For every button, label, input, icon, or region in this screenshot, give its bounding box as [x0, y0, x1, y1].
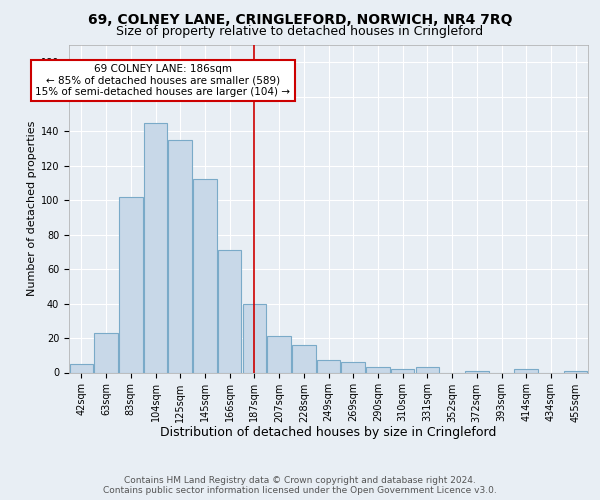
Bar — [391, 369, 415, 372]
Bar — [416, 368, 439, 372]
Bar — [465, 371, 488, 372]
Text: 69, COLNEY LANE, CRINGLEFORD, NORWICH, NR4 7RQ: 69, COLNEY LANE, CRINGLEFORD, NORWICH, N… — [88, 12, 512, 26]
Bar — [317, 360, 340, 372]
Text: 69 COLNEY LANE: 186sqm
← 85% of detached houses are smaller (589)
15% of semi-de: 69 COLNEY LANE: 186sqm ← 85% of detached… — [35, 64, 290, 97]
X-axis label: Distribution of detached houses by size in Cringleford: Distribution of detached houses by size … — [160, 426, 497, 439]
Bar — [218, 250, 241, 372]
Bar — [366, 368, 389, 372]
Bar — [292, 345, 316, 372]
Text: Contains HM Land Registry data © Crown copyright and database right 2024.
Contai: Contains HM Land Registry data © Crown c… — [103, 476, 497, 495]
Bar — [268, 336, 291, 372]
Bar — [564, 371, 587, 372]
Bar — [169, 140, 192, 372]
Text: Size of property relative to detached houses in Cringleford: Size of property relative to detached ho… — [116, 25, 484, 38]
Y-axis label: Number of detached properties: Number of detached properties — [26, 121, 37, 296]
Bar — [341, 362, 365, 372]
Bar — [119, 196, 143, 372]
Bar — [193, 180, 217, 372]
Bar — [514, 369, 538, 372]
Bar — [94, 333, 118, 372]
Bar — [144, 122, 167, 372]
Bar — [242, 304, 266, 372]
Bar — [70, 364, 93, 372]
